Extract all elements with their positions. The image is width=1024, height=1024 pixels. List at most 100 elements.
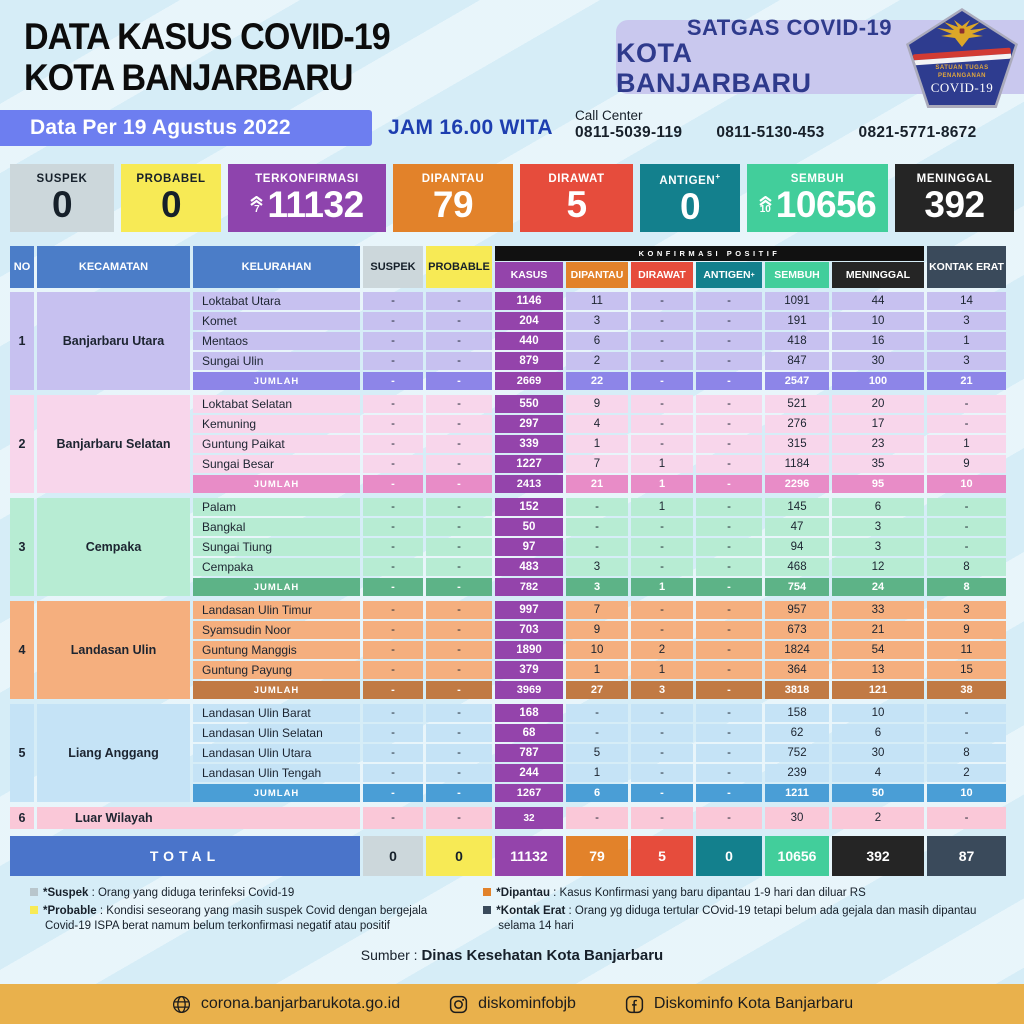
data-cell: - (631, 744, 693, 762)
jumlah-cell: 2669 (495, 372, 563, 390)
data-cell: - (363, 312, 423, 330)
total-cell: 0 (696, 836, 762, 876)
data-cell: - (426, 724, 492, 742)
summary-card-label: ANTIGEN+ (659, 172, 721, 187)
data-cell: - (426, 807, 492, 829)
page-title: DATA KASUS COVID-19 KOTA BANJARBARU (24, 16, 422, 99)
data-cell: 9 (566, 621, 628, 639)
data-cell: 1 (566, 764, 628, 782)
row-number: 4 (10, 601, 34, 699)
data-cell: 297 (495, 415, 563, 433)
data-cell: 957 (765, 601, 829, 619)
luar-wilayah-label: Luar Wilayah (37, 807, 360, 829)
call-center-phones: 0811-5039-119 0811-5130-453 0821-5771-8672 (575, 124, 977, 142)
data-cell: 1824 (765, 641, 829, 659)
jumlah-cell: 50 (832, 784, 924, 802)
kelurahan-name: Guntung Manggis (193, 641, 360, 659)
col-header-konfirmasi-positif: KONFIRMASI POSITIF (495, 246, 924, 261)
summary-card-sembuh: SEMBUH 10 10656 (747, 164, 888, 232)
summary-card-value-row: 7 11132 (250, 186, 364, 223)
kecamatan-group-4: 4 Landasan Ulin Landasan Ulin Timur - -997 7-… (10, 601, 1015, 699)
luar-wilayah-row: 6 Luar Wilayah - -32- - -30 2- (10, 807, 1015, 829)
jumlah-cell: - (631, 784, 693, 802)
summary-card-label: MENINGGAL (916, 173, 993, 186)
data-cell: 2 (832, 807, 924, 829)
jumlah-label: JUMLAH (193, 372, 360, 390)
data-cell: - (696, 558, 762, 576)
facebook-icon (624, 994, 645, 1015)
data-cell: 204 (495, 312, 563, 330)
col-header-kecamatan: KECAMATAN (37, 246, 190, 288)
data-cell: 1 (566, 661, 628, 679)
footer-link[interactable]: corona.banjarbarukota.go.id (171, 994, 400, 1015)
data-cell: 6 (832, 724, 924, 742)
instagram-icon (448, 994, 469, 1015)
data-cell: 8 (927, 744, 1006, 762)
jumlah-cell: 27 (566, 681, 628, 699)
data-cell: - (696, 415, 762, 433)
data-cell: - (696, 518, 762, 536)
data-cell: - (363, 744, 423, 762)
jumlah-cell: - (363, 681, 423, 699)
col-header-no: NO (10, 246, 34, 288)
kelurahan-name: Guntung Paikat (193, 435, 360, 453)
jumlah-cell: 6 (566, 784, 628, 802)
data-cell: 14 (927, 292, 1006, 310)
data-cell: - (363, 498, 423, 516)
footer-link[interactable]: diskominfobjb (448, 994, 576, 1015)
footer-bar: corona.banjarbarukota.go.id diskominfobjb… (0, 984, 1024, 1024)
legend-swatch (483, 888, 492, 896)
jumlah-label: JUMLAH (193, 681, 360, 699)
summary-card-label: PROBABEL (136, 173, 206, 186)
data-cell: 44 (832, 292, 924, 310)
summary-card-value: 5 (566, 184, 587, 226)
kelurahan-name: Guntung Payung (193, 661, 360, 679)
legend: *Suspek : Orang yang diduga terinfeksi C… (30, 886, 1010, 935)
jumlah-cell: 782 (495, 578, 563, 596)
data-cell: - (631, 601, 693, 619)
jumlah-cell: 10 (927, 784, 1006, 802)
kelurahan-name: Sungai Tiung (193, 538, 360, 556)
kelurahan-name: Landasan Ulin Timur (193, 601, 360, 619)
jumlah-cell: - (363, 578, 423, 596)
data-cell: 550 (495, 395, 563, 413)
data-cell: - (363, 352, 423, 370)
source-value: Dinas Kesehatan Kota Banjarbaru (421, 946, 664, 964)
data-cell: 1890 (495, 641, 563, 659)
jumlah-cell: 10 (927, 475, 1006, 493)
data-cell: 3 (566, 558, 628, 576)
legend-item: *Probable : Kondisi seseorang yang masih… (30, 904, 459, 935)
data-cell: - (696, 621, 762, 639)
jumlah-cell: 1267 (495, 784, 563, 802)
jumlah-cell: 8 (927, 578, 1006, 596)
data-cell: 521 (765, 395, 829, 413)
row-number: 5 (10, 704, 34, 802)
jumlah-cell: - (426, 578, 492, 596)
data-cell: 10 (566, 641, 628, 659)
data-cell: - (631, 724, 693, 742)
total-label: TOTAL (10, 836, 360, 876)
satgas-city: KOTA BANJARBARU (616, 37, 812, 98)
kecamatan-name: Landasan Ulin (37, 601, 190, 699)
data-cell: 3 (927, 352, 1006, 370)
data-cell: 10 (832, 704, 924, 722)
kelurahan-name: Kemuning (193, 415, 360, 433)
summary-card-terkonfirmasi: TERKONFIRMASI 7 11132 (228, 164, 386, 232)
data-cell: - (363, 641, 423, 659)
data-cell: 17 (832, 415, 924, 433)
data-cell: - (363, 332, 423, 350)
summary-card-value-row: 79 (433, 186, 474, 223)
jumlah-cell: 24 (832, 578, 924, 596)
date-row: Data Per 19 Agustus 2022 JAM 16.00 WITA … (0, 108, 1024, 148)
footer-link[interactable]: Diskominfo Kota Banjarbaru (624, 994, 853, 1015)
jumlah-cell: - (426, 681, 492, 699)
data-cell: - (363, 704, 423, 722)
jumlah-cell: 95 (832, 475, 924, 493)
jumlah-cell: 1 (631, 578, 693, 596)
data-cell: - (426, 744, 492, 762)
col-header-antigen: ANTIGEN + (696, 262, 762, 288)
jumlah-cell: - (363, 372, 423, 390)
data-cell: 7 (566, 455, 628, 473)
kelurahan-name: Bangkal (193, 518, 360, 536)
